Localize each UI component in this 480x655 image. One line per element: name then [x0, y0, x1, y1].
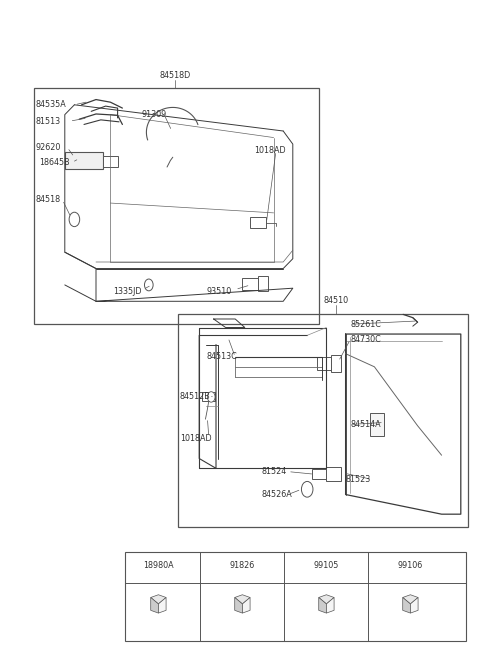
Circle shape — [207, 392, 215, 402]
Text: 81513: 81513 — [36, 117, 61, 126]
Bar — [178, 314, 468, 527]
Text: 1018AD: 1018AD — [254, 146, 286, 155]
Bar — [331, 355, 341, 372]
Bar — [242, 278, 258, 290]
Polygon shape — [151, 595, 166, 604]
Bar — [312, 469, 326, 479]
Bar — [258, 276, 268, 291]
Text: 91826: 91826 — [230, 561, 255, 570]
Text: 91309: 91309 — [142, 110, 167, 119]
Bar — [370, 413, 384, 436]
Circle shape — [301, 481, 313, 497]
Polygon shape — [235, 597, 242, 613]
Text: 85261C: 85261C — [350, 320, 381, 329]
Text: 84535A: 84535A — [36, 100, 67, 109]
Circle shape — [69, 212, 80, 227]
Text: 18980A: 18980A — [143, 561, 174, 570]
Bar — [317, 357, 331, 370]
Text: 84513C: 84513C — [206, 352, 237, 362]
Polygon shape — [151, 597, 158, 613]
Bar — [34, 88, 319, 324]
Polygon shape — [319, 595, 334, 604]
Text: 84512B: 84512B — [180, 392, 211, 401]
Text: 84514A: 84514A — [350, 420, 381, 429]
Text: 93510: 93510 — [206, 287, 232, 296]
Polygon shape — [242, 597, 250, 613]
Bar — [65, 152, 103, 169]
Polygon shape — [158, 597, 166, 613]
Polygon shape — [403, 595, 418, 604]
Polygon shape — [235, 595, 250, 604]
Polygon shape — [319, 597, 326, 613]
Text: 84510: 84510 — [324, 295, 348, 305]
Text: 81524: 81524 — [262, 467, 287, 476]
Bar — [326, 467, 341, 481]
Polygon shape — [326, 597, 334, 613]
Text: 84526A: 84526A — [262, 490, 292, 499]
Polygon shape — [403, 597, 410, 613]
Text: 84518D: 84518D — [159, 71, 191, 80]
Bar — [202, 392, 215, 401]
Bar — [250, 217, 266, 228]
Circle shape — [144, 279, 153, 291]
Text: 81523: 81523 — [346, 475, 371, 484]
Text: 92620: 92620 — [36, 143, 61, 152]
Bar — [125, 552, 466, 641]
Text: 99106: 99106 — [398, 561, 423, 570]
Text: 1335JD: 1335JD — [113, 287, 141, 296]
Text: 84518: 84518 — [36, 195, 61, 204]
Text: 99105: 99105 — [314, 561, 339, 570]
Bar — [103, 156, 118, 167]
Text: 18645B: 18645B — [39, 158, 70, 167]
Polygon shape — [410, 597, 418, 613]
Text: 1018AD: 1018AD — [180, 434, 212, 443]
Text: 84730C: 84730C — [350, 335, 381, 344]
